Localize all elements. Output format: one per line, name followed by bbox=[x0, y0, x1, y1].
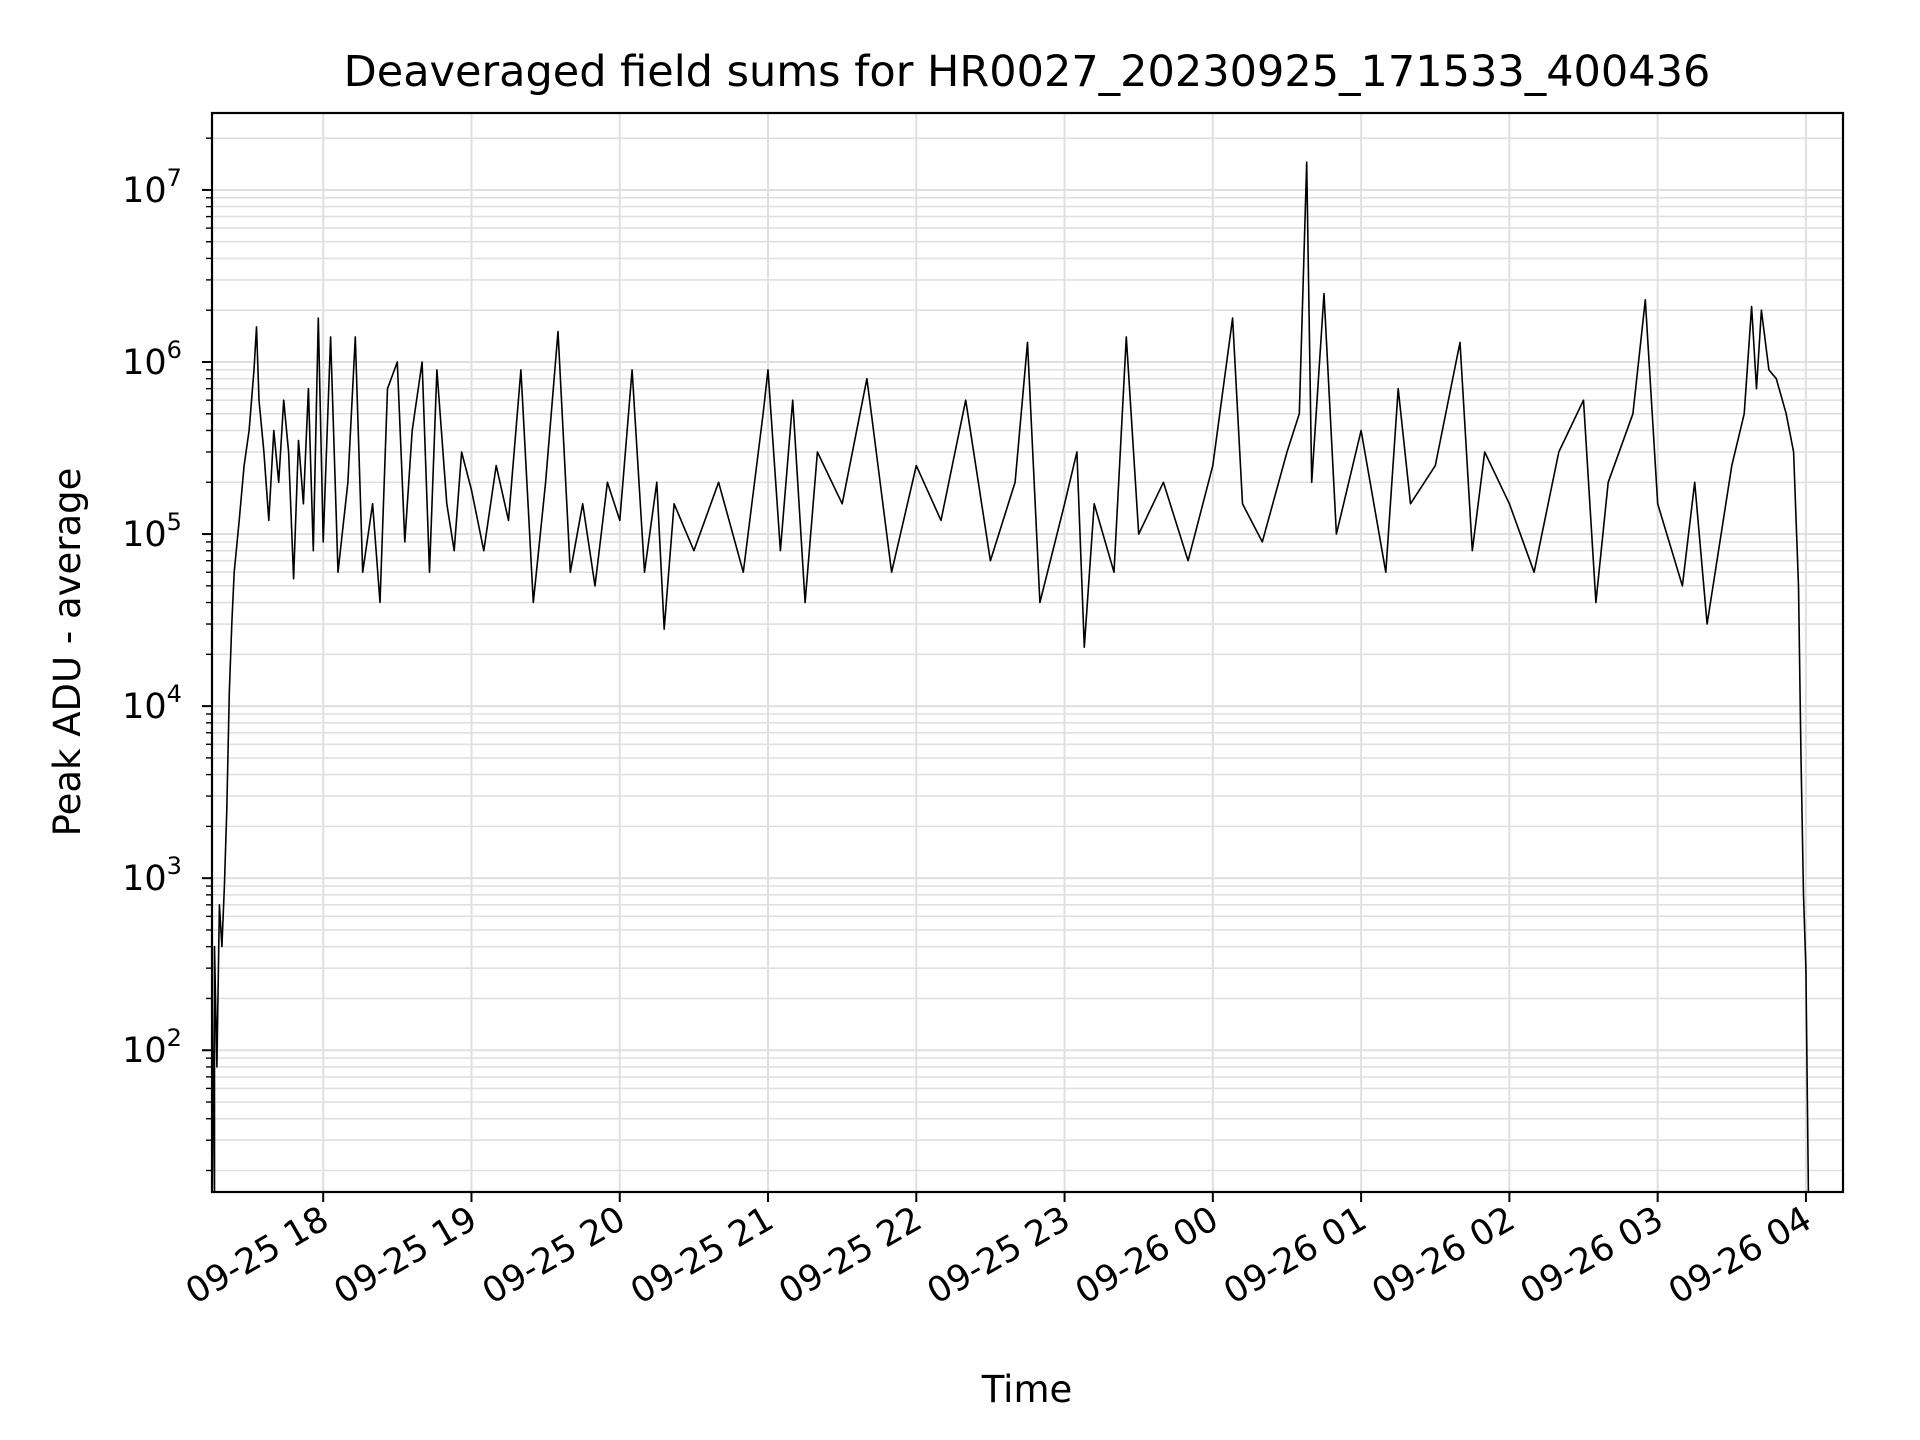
plot-frame bbox=[210, 111, 1845, 1194]
chart-title: Deaveraged field sums for HR0027_2023092… bbox=[344, 47, 1711, 97]
x-axis-label: Time bbox=[981, 1368, 1073, 1411]
y-tick-label: 103 bbox=[122, 852, 182, 899]
y-tick-label: 107 bbox=[122, 164, 182, 211]
y-tick-label: 105 bbox=[122, 508, 182, 555]
y-tick-label: 102 bbox=[122, 1024, 182, 1071]
y-axis-label: Peak ADU - average bbox=[46, 468, 89, 837]
grid-lines bbox=[212, 113, 1843, 1192]
series-group bbox=[211, 161, 1810, 1193]
y-tick-label: 106 bbox=[122, 336, 182, 383]
series-line bbox=[211, 161, 1810, 1193]
y-axis-ticks: 102 103 104 105 106 107 bbox=[122, 137, 212, 1172]
y-tick-label: 104 bbox=[122, 680, 182, 727]
